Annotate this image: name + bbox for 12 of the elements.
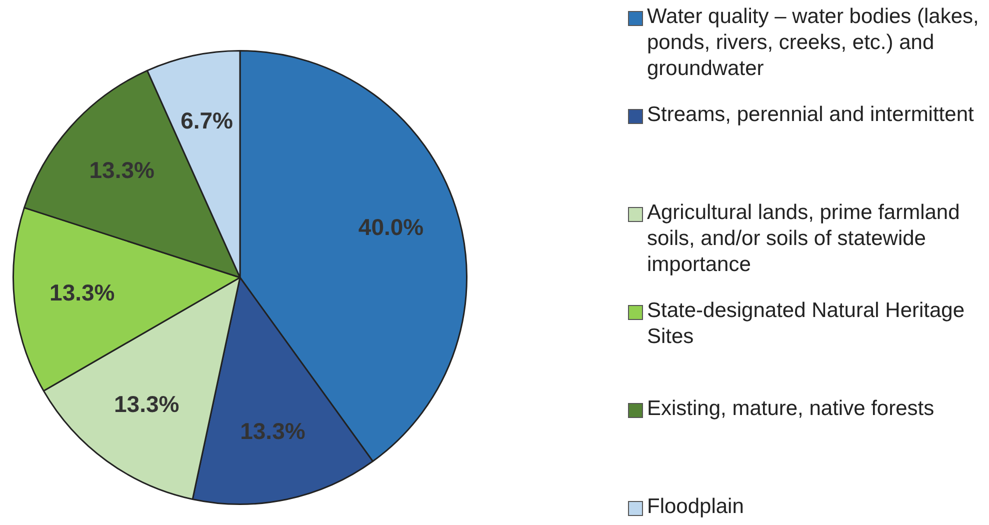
- legend-label: Existing, mature, native forests: [647, 396, 934, 422]
- legend-label: Floodplain: [647, 494, 744, 520]
- data-label: 13.3%: [240, 418, 306, 444]
- legend-label: Agricultural lands, prime farmland soils, and/or soils of statewide importance: [647, 200, 961, 278]
- data-label: 6.7%: [180, 108, 234, 134]
- data-label: 13.3%: [114, 391, 180, 418]
- legend-label: Water quality – water bodies (lakes, ponds, rivers, creeks, etc.) and groundwater: [647, 4, 980, 82]
- data-label: 13.3%: [50, 280, 115, 306]
- data-label: 13.3%: [89, 156, 154, 183]
- legend-label: Streams, perennial and intermittent: [647, 102, 974, 128]
- legend-label: State-designated Natural Heritage Sites: [647, 298, 966, 350]
- data-label: 40.0%: [358, 214, 424, 240]
